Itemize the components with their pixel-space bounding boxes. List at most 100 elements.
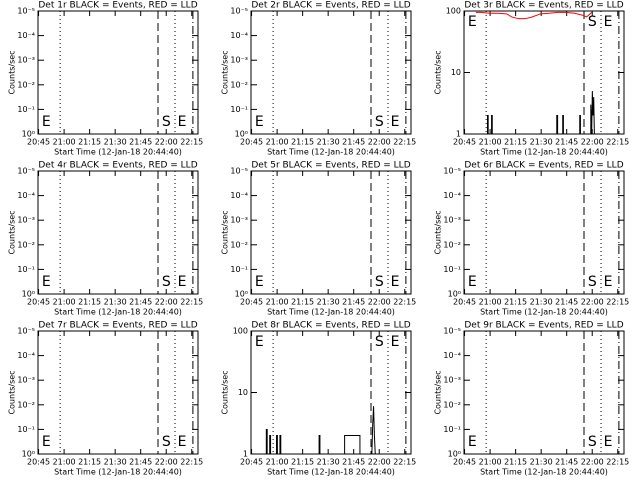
annotation: S <box>375 114 384 130</box>
x-axis-label: Start Time (12-Jan-18 20:44:40) <box>54 468 182 477</box>
x-tick-label: 20:45 <box>240 138 263 147</box>
x-tick-label: 20:45 <box>27 298 50 307</box>
x-tick-label: 22:15 <box>606 138 629 147</box>
y-axis-label: Counts/sec <box>8 370 17 414</box>
x-axis-label: Start Time (12-Jan-18 20:44:40) <box>54 148 182 157</box>
y-tick-label: 1 <box>456 130 461 139</box>
y-tick-label: 10 <box>238 388 248 397</box>
x-tick-label: 20:45 <box>453 298 476 307</box>
annotation: E <box>255 114 264 130</box>
y-tick-label: 10⁻¹ <box>443 425 461 434</box>
x-tick-label: 22:15 <box>393 138 416 147</box>
panel-title: Det 8r BLACK = Events, RED = LLD <box>251 321 410 331</box>
y-tick-label: 10⁻⁵ <box>17 167 35 176</box>
x-tick-label: 21:45 <box>129 298 152 307</box>
x-tick-label: 22:00 <box>155 458 178 467</box>
x-axis-label: Start Time (12-Jan-18 20:44:40) <box>267 468 395 477</box>
annotation: S <box>162 114 171 130</box>
plot-frame <box>37 170 199 295</box>
x-tick-label: 21:15 <box>78 298 101 307</box>
y-tick-label: 10⁻⁵ <box>230 7 248 16</box>
y-axis-label: Counts/sec <box>434 370 443 414</box>
plot-frame <box>463 330 625 455</box>
y-tick-label: 10⁻⁴ <box>17 351 35 360</box>
panel: Det 1r BLACK = Events, RED = LLD Counts/s… <box>8 1 204 157</box>
x-tick-label: 21:15 <box>504 298 527 307</box>
x-tick-label: 22:00 <box>368 458 391 467</box>
y-tick-label: 10⁻² <box>230 240 248 249</box>
y-tick-label: 10⁰ <box>235 290 248 299</box>
x-tick-label: 21:00 <box>479 458 502 467</box>
x-tick-label: 21:00 <box>53 298 76 307</box>
y-tick-label: 10⁻³ <box>17 56 35 65</box>
x-tick-label: 21:00 <box>266 298 289 307</box>
panel: Det 8r BLACK = Events, RED = LLD Counts/s… <box>221 321 417 477</box>
y-tick-label: 1 <box>243 450 248 459</box>
plot-frame <box>250 10 412 135</box>
x-tick-label: 21:45 <box>342 138 365 147</box>
annotation: S <box>588 14 597 30</box>
plot-frame <box>463 170 625 295</box>
x-tick-label: 21:15 <box>504 138 527 147</box>
x-tick-label: 22:15 <box>393 458 416 467</box>
x-tick-label: 22:15 <box>606 298 629 307</box>
y-tick-label: 10⁻⁴ <box>443 191 461 200</box>
annotation: E <box>42 434 51 450</box>
x-tick-label: 21:45 <box>129 138 152 147</box>
panel-title: Det 4r BLACK = Events, RED = LLD <box>38 161 197 171</box>
x-tick-label: 21:15 <box>291 458 314 467</box>
x-tick-label: 21:00 <box>266 458 289 467</box>
y-tick-label: 10⁰ <box>235 130 248 139</box>
y-tick-label: 10⁻⁴ <box>230 191 248 200</box>
x-tick-label: 21:00 <box>479 298 502 307</box>
annotation: S <box>375 274 384 290</box>
x-tick-label: 21:45 <box>342 298 365 307</box>
x-tick-label: 21:45 <box>555 298 578 307</box>
x-tick-label: 21:30 <box>317 298 340 307</box>
x-tick-label: 21:45 <box>129 458 152 467</box>
x-tick-label: 21:15 <box>78 138 101 147</box>
panel-title: Det 3r BLACK = Events, RED = LLD <box>464 1 623 11</box>
annotation: E <box>391 334 400 350</box>
x-tick-label: 20:45 <box>27 458 50 467</box>
y-tick-label: 10⁻² <box>443 240 461 249</box>
panel-title: Det 6r BLACK = Events, RED = LLD <box>464 161 623 171</box>
series-line <box>251 406 376 454</box>
panel-title: Det 1r BLACK = Events, RED = LLD <box>38 1 197 11</box>
x-tick-label: 20:45 <box>453 138 476 147</box>
series-line <box>464 90 595 134</box>
y-tick-label: 10⁻¹ <box>17 265 35 274</box>
y-axis-label: Counts/sec <box>434 50 443 94</box>
x-tick-label: 21:30 <box>104 458 127 467</box>
annotation: S <box>375 334 384 350</box>
panel: Det 4r BLACK = Events, RED = LLD Counts/s… <box>8 161 204 317</box>
y-tick-label: 10⁰ <box>448 450 461 459</box>
y-axis-label: Counts/sec <box>8 210 17 254</box>
x-tick-label: 21:30 <box>317 458 340 467</box>
y-tick-label: 10⁻¹ <box>17 425 35 434</box>
series-line <box>475 11 592 20</box>
annotation: E <box>604 274 613 290</box>
x-tick-label: 22:00 <box>581 298 604 307</box>
plot-frame <box>250 170 412 295</box>
annotation: E <box>468 14 477 30</box>
y-tick-label: 10⁰ <box>448 290 461 299</box>
x-tick-label: 20:45 <box>240 298 263 307</box>
y-tick-label: 10⁻⁴ <box>17 191 35 200</box>
y-tick-label: 10⁻¹ <box>443 265 461 274</box>
x-axis-label: Start Time (12-Jan-18 20:44:40) <box>54 308 182 317</box>
panel: Det 7r BLACK = Events, RED = LLD Counts/s… <box>8 321 204 477</box>
x-tick-label: 21:30 <box>317 138 340 147</box>
x-axis-label: Start Time (12-Jan-18 20:44:40) <box>267 308 395 317</box>
y-tick-label: 10⁻³ <box>17 376 35 385</box>
x-tick-label: 21:00 <box>53 138 76 147</box>
annotation: E <box>178 274 187 290</box>
y-tick-label: 10⁰ <box>22 450 35 459</box>
x-tick-label: 21:00 <box>266 138 289 147</box>
plot-frame <box>250 330 412 455</box>
panel-title: Det 2r BLACK = Events, RED = LLD <box>251 1 410 11</box>
y-tick-label: 10⁻⁴ <box>443 351 461 360</box>
x-tick-label: 20:45 <box>240 458 263 467</box>
x-tick-label: 21:45 <box>555 458 578 467</box>
annotation: E <box>468 434 477 450</box>
